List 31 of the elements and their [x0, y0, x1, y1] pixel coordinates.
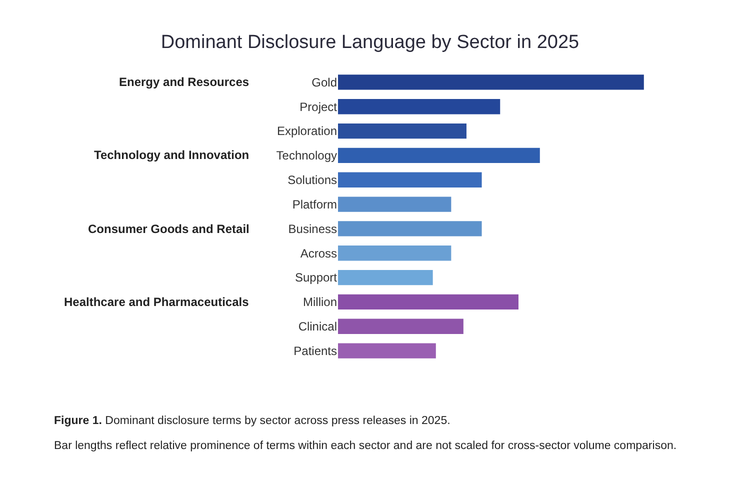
text: Technology and Innovation: [94, 148, 250, 162]
y-tick-label: Million: [302, 295, 337, 310]
bar: [338, 294, 518, 310]
caption: Figure 1. Dominant disclosure terms by sector across press releases in 2025.: [54, 415, 450, 427]
y-tick-label: Patients: [294, 344, 337, 358]
bar: [338, 99, 500, 114]
bar: [338, 343, 436, 358]
text: Consumer Goods and Retail: [88, 222, 250, 236]
bar: [338, 172, 482, 188]
bar: [338, 74, 644, 90]
y-tick-label: Business: [288, 222, 337, 236]
text: Healthcare and Pharmaceuticals: [64, 295, 250, 309]
bar: [338, 270, 433, 286]
text: Energy and Resources: [119, 75, 250, 89]
bar: [338, 148, 540, 164]
y-tick-label: Technology: [276, 148, 337, 163]
y-tick-label: Clinical: [298, 320, 337, 334]
chart-title: Dominant Disclosure Language by Sector in 2025: [160, 32, 580, 53]
y-tick-label: Support: [294, 270, 338, 285]
y-tick-label: Gold: [312, 75, 337, 90]
text: Bar lengths reflect relative prominence of terms within each sector and are not scaled for cross-sector volume comparison.: [54, 440, 677, 452]
y-tick-label: Platform: [292, 197, 337, 212]
bar: [338, 196, 452, 212]
bar: [338, 318, 464, 334]
y-tick-label: Exploration: [276, 124, 337, 138]
y-tick-label: Project: [300, 100, 338, 114]
bar: [338, 123, 466, 139]
bar: [338, 221, 482, 236]
y-tick-label: Across: [300, 246, 337, 260]
y-tick-label: Solutions: [288, 173, 337, 188]
bar: [338, 246, 452, 261]
